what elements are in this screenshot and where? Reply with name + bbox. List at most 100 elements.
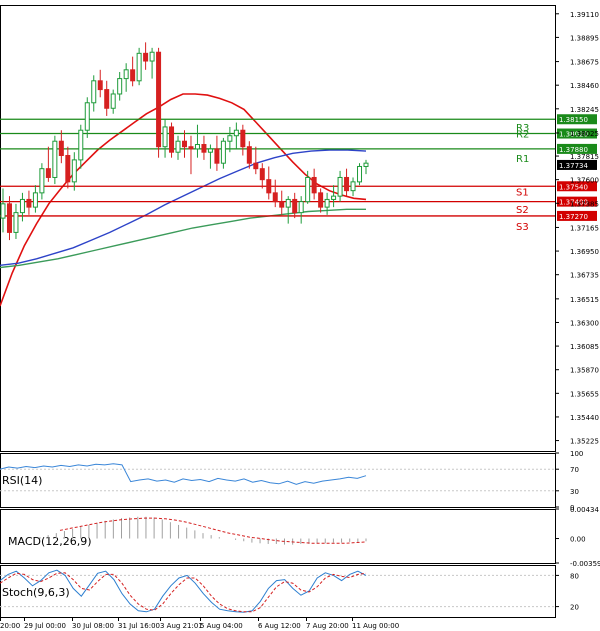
candle-body (246, 146, 252, 164)
candle-body (259, 168, 265, 181)
price-tick-label: 1.37385 (570, 200, 599, 208)
time-tick-label: 11 Aug 00:00 (352, 622, 399, 630)
candle-body (363, 162, 369, 167)
price-tick-label: 1.36735 (570, 272, 599, 280)
candle-body (188, 146, 194, 150)
candle-body (350, 181, 356, 192)
candle-body (84, 102, 90, 131)
candle-body (45, 168, 51, 178)
macd-tick-label: -0.003597 (570, 560, 600, 568)
candle-body (130, 69, 136, 82)
candle-body (175, 140, 181, 153)
rsi-tick-label: 70 (570, 466, 579, 474)
candle-body (285, 198, 291, 208)
level-price-label: 1.37880 (559, 146, 588, 154)
candle-body (227, 135, 233, 142)
level-price-tag (557, 143, 597, 154)
moving-averages (0, 93, 367, 307)
candle-body (194, 144, 200, 150)
time-tick-label: 3 Aug 21:01 (160, 622, 203, 630)
price-tick-label: 1.36950 (570, 248, 599, 256)
candle-body (13, 212, 19, 233)
candle-body (220, 140, 226, 164)
time-tick-label: 30 Jul 08:00 (72, 622, 114, 630)
macd-panel: MACD(12,26,9) 0.00434 0.00 -0.003597 (8, 506, 600, 568)
time-tick-label: 31 Jul 16:00 (118, 622, 160, 630)
current-price-tag (557, 159, 597, 170)
candle-body (201, 144, 207, 153)
price-tick-label: 1.36300 (570, 319, 599, 327)
candle-body (26, 198, 32, 208)
price-axis: 1.39110 1.38895 1.38675 1.38460 1.38245 1.380… (555, 11, 599, 446)
candle-body (78, 129, 84, 161)
stoch-signal-line (0, 572, 367, 613)
price-tick-label: 1.38675 (570, 59, 599, 67)
candle-body (32, 192, 38, 208)
rsi-tick-label: 30 (570, 488, 579, 496)
price-tick-label: 1.35225 (570, 438, 599, 446)
level-price-tag (557, 181, 597, 192)
candle-body (143, 52, 149, 62)
candle-body (156, 51, 162, 148)
price-tick-label: 1.38460 (570, 82, 599, 90)
candle-body (214, 148, 220, 164)
candle-body (58, 140, 64, 156)
candle-body (136, 52, 142, 82)
candle-body (0, 203, 6, 219)
stoch-tick-label: 80 (570, 572, 579, 580)
candle-body (71, 159, 77, 183)
level-price-label: 1.38020 (559, 131, 588, 139)
price-tick-label: 1.38895 (570, 34, 599, 42)
level-price-label: 1.37400 (559, 199, 588, 207)
rsi-frame (0, 453, 556, 508)
level-price-tag (557, 196, 597, 207)
level-label-r2: R2 (516, 130, 529, 141)
candle-body (344, 176, 350, 192)
candle-body (311, 176, 317, 194)
candle-body (318, 192, 324, 208)
candle-body (110, 93, 116, 109)
candle-body (6, 203, 12, 233)
candle-body (182, 140, 187, 148)
price-tick-label: 1.36515 (570, 296, 599, 304)
price-tick-label: 1.37165 (570, 224, 599, 232)
candle-body (337, 176, 343, 197)
time-tick-label: 6 Aug 12:00 (258, 622, 301, 630)
macd-frame (0, 509, 556, 564)
candle-body (207, 148, 213, 153)
time-tick-label: 20:00 (0, 622, 20, 630)
rsi-line (0, 463, 367, 485)
candle-body (149, 51, 155, 62)
stoch-title: Stoch(9,6,3) (2, 586, 70, 599)
level-label-s2: S2 (516, 205, 529, 216)
stoch-panel: Stoch(9,6,3) 80 20 (0, 569, 579, 613)
price-tick-label: 1.37815 (570, 153, 599, 161)
time-tick-label: 5 Aug 04:00 (200, 622, 243, 630)
time-tick-label: 29 Jul 00:00 (24, 622, 66, 630)
candle-body (279, 201, 285, 208)
level-price-label: 1.38150 (559, 116, 588, 124)
macd-signal-line (59, 517, 367, 544)
time-tick-label: 7 Aug 20:00 (306, 622, 349, 630)
price-tick-label: 1.38025 (570, 130, 599, 138)
candle-body (324, 198, 330, 208)
level-label-s1: S1 (516, 188, 529, 199)
price-tick-label: 1.35440 (570, 414, 599, 422)
candle-body (123, 69, 129, 80)
candle-body (331, 195, 337, 200)
rsi-tick-label: 0 (570, 504, 574, 512)
candle-body (253, 162, 259, 170)
stoch-tick-label: 20 (570, 604, 579, 612)
level-price-tag (557, 210, 597, 221)
price-tick-label: 1.35870 (570, 367, 599, 375)
candle-body (104, 89, 110, 109)
panel-frames (0, 5, 556, 618)
candle-body (357, 165, 363, 183)
candle-body (233, 129, 239, 137)
candle-body (298, 201, 304, 214)
candle-body (91, 80, 97, 104)
candle-body (97, 80, 103, 91)
candle-body (117, 78, 123, 95)
